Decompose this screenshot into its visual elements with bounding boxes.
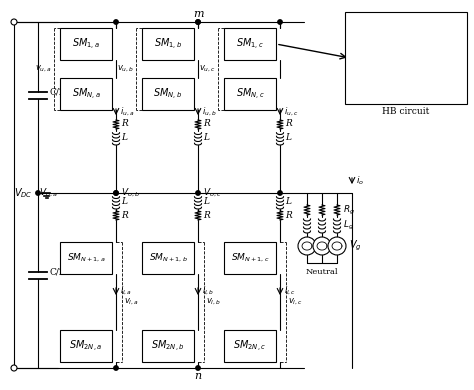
Text: $D'_{i,x}$: $D'_{i,x}$ [424, 71, 440, 82]
Text: m: m [193, 9, 203, 19]
Text: R: R [285, 119, 292, 128]
Text: $v_{l,a}$: $v_{l,a}$ [124, 297, 139, 307]
Text: R: R [121, 119, 128, 128]
Text: $SM_{N+1,c}$: $SM_{N+1,c}$ [231, 252, 269, 264]
Circle shape [11, 19, 17, 25]
Text: $SM_{2N,c}$: $SM_{2N,c}$ [233, 339, 266, 354]
Text: $\bar{S}_{i,x}$: $\bar{S}_{i,x}$ [392, 70, 405, 82]
Bar [417, 22, 447, 56]
Text: $SM_{1,b}$: $SM_{1,b}$ [154, 36, 182, 51]
Circle shape [298, 237, 316, 255]
Text: n: n [194, 371, 201, 381]
Circle shape [456, 55, 462, 61]
Bar [60, 330, 112, 362]
Text: $i_{l,b}$: $i_{l,b}$ [202, 285, 214, 297]
Text: $i_{u,c}$: $i_{u,c}$ [284, 106, 298, 118]
Text: Neutral: Neutral [306, 268, 338, 276]
Bar [60, 78, 112, 110]
Text: $SM_{1,a}$: $SM_{1,a}$ [72, 36, 100, 51]
Circle shape [114, 366, 118, 370]
Bar [142, 330, 194, 362]
Text: HB circuit: HB circuit [383, 106, 430, 115]
Circle shape [328, 237, 346, 255]
Text: $i_{l,c}$: $i_{l,c}$ [284, 285, 296, 297]
Circle shape [278, 20, 282, 24]
Circle shape [313, 237, 331, 255]
Text: L: L [203, 197, 209, 206]
Text: $SM_{2N,a}$: $SM_{2N,a}$ [69, 339, 102, 354]
Bar [383, 22, 413, 56]
Text: L: L [121, 197, 127, 206]
Text: L: L [121, 133, 127, 142]
Text: C/2: C/2 [50, 87, 65, 96]
Text: $SM_{N+1,a}$: $SM_{N+1,a}$ [67, 252, 105, 264]
Circle shape [278, 191, 282, 195]
Text: L: L [285, 197, 291, 206]
Text: $C_{SM}$: $C_{SM}$ [347, 50, 362, 62]
Bar [142, 78, 194, 110]
Text: $v_{u,a}$: $v_{u,a}$ [35, 64, 52, 74]
Text: $i_{l,a}$: $i_{l,a}$ [120, 285, 132, 297]
Circle shape [350, 19, 356, 25]
Circle shape [196, 191, 200, 195]
Bar [383, 59, 413, 93]
Text: $SM_{N+1,b}$: $SM_{N+1,b}$ [148, 252, 187, 264]
Circle shape [196, 20, 200, 24]
Bar [224, 242, 276, 274]
Circle shape [114, 191, 118, 195]
Text: R: R [203, 211, 210, 220]
Text: R: R [121, 211, 128, 220]
Text: $V_{o,a}$: $V_{o,a}$ [39, 187, 58, 199]
Bar [60, 242, 112, 274]
Text: $v_{u,c}$: $v_{u,c}$ [199, 64, 216, 74]
Bar [60, 28, 112, 60]
Text: L: L [203, 133, 209, 142]
Text: $i_{u,a}$: $i_{u,a}$ [120, 106, 134, 118]
Bar [224, 28, 276, 60]
Text: $V_{DC}$: $V_{DC}$ [14, 186, 33, 200]
Text: $SM_{N,b}$: $SM_{N,b}$ [154, 87, 182, 101]
Text: $V_g$: $V_g$ [349, 239, 362, 253]
Bar [417, 59, 447, 93]
Text: L: L [285, 133, 291, 142]
Circle shape [11, 365, 17, 371]
Text: $i_o$: $i_o$ [356, 175, 364, 187]
Text: $i_{u,b}$: $i_{u,b}$ [202, 106, 217, 118]
Circle shape [114, 191, 118, 195]
Text: $v_{l,b}$: $v_{l,b}$ [206, 297, 221, 307]
Text: $SM_{N,a}$: $SM_{N,a}$ [72, 87, 100, 101]
Text: $R_g$: $R_g$ [343, 204, 355, 216]
Text: R: R [285, 211, 292, 220]
Text: $SM_{2N,b}$: $SM_{2N,b}$ [151, 339, 185, 354]
Text: $v_{l,c}$: $v_{l,c}$ [288, 297, 303, 307]
Bar [345, 12, 467, 104]
Text: C/2: C/2 [50, 268, 65, 277]
Circle shape [36, 191, 40, 195]
Text: $V_{o,c}$: $V_{o,c}$ [203, 187, 222, 199]
Bar [224, 78, 276, 110]
Circle shape [196, 20, 200, 24]
Text: $SM_{1,c}$: $SM_{1,c}$ [236, 36, 264, 51]
Bar [142, 242, 194, 274]
Text: $v_{u,b}$: $v_{u,b}$ [117, 64, 134, 74]
Bar [224, 330, 276, 362]
Text: $V_{o,b}$: $V_{o,b}$ [121, 187, 140, 199]
Text: R: R [203, 119, 210, 128]
Circle shape [114, 20, 118, 24]
Circle shape [196, 366, 200, 370]
Text: $SM_{N,c}$: $SM_{N,c}$ [236, 87, 264, 101]
Text: $L_g$: $L_g$ [343, 218, 354, 232]
Circle shape [350, 91, 356, 97]
Text: $D_{i,x}$: $D_{i,x}$ [424, 33, 440, 45]
Bar [142, 28, 194, 60]
Text: $S_{i,x}$: $S_{i,x}$ [391, 33, 405, 45]
